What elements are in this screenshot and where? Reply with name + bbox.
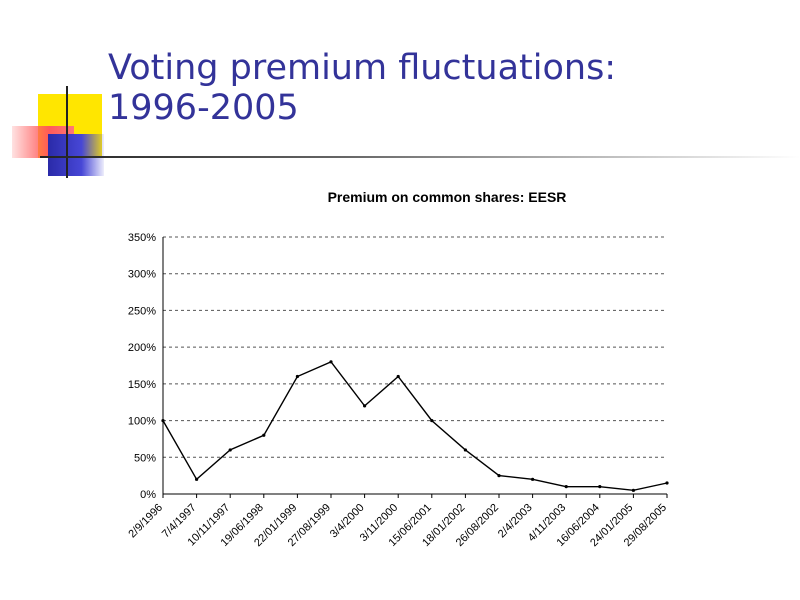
decor-blue-square xyxy=(48,134,104,176)
data-point xyxy=(262,433,266,437)
data-point xyxy=(329,360,333,364)
series-line xyxy=(162,360,668,492)
data-point xyxy=(665,481,669,485)
title-divider xyxy=(40,156,800,158)
data-point xyxy=(195,477,199,481)
data-point xyxy=(161,418,165,423)
x-tick-label: 2/9/1996 xyxy=(126,502,165,541)
data-point xyxy=(363,404,367,408)
y-tick-label: 150% xyxy=(128,379,156,391)
data-point xyxy=(228,448,232,452)
y-tick-label: 250% xyxy=(128,305,156,317)
slide-title: Voting premium fluctuations: 1996-2005 xyxy=(108,48,748,128)
slide-title-line-2: 1996-2005 xyxy=(108,88,299,128)
y-tick-label: 0% xyxy=(140,489,156,501)
data-point xyxy=(564,485,568,489)
y-tick-label: 200% xyxy=(128,342,156,354)
chart-title: Premium on common shares: EESR xyxy=(328,189,567,205)
data-point xyxy=(396,374,400,379)
decor-vertical-line xyxy=(66,86,68,178)
data-point xyxy=(497,474,501,478)
y-tick-label: 300% xyxy=(128,269,156,281)
data-point xyxy=(598,485,602,489)
y-tick-label: 350% xyxy=(128,232,156,244)
slide-title-line-1: Voting premium fluctuations: xyxy=(108,48,617,88)
data-point xyxy=(463,448,467,452)
y-tick-label: 100% xyxy=(128,416,156,428)
data-point xyxy=(531,477,535,481)
data-point xyxy=(430,418,434,423)
data-point xyxy=(631,488,636,492)
y-tick-label: 50% xyxy=(134,452,156,464)
data-point xyxy=(295,374,299,379)
